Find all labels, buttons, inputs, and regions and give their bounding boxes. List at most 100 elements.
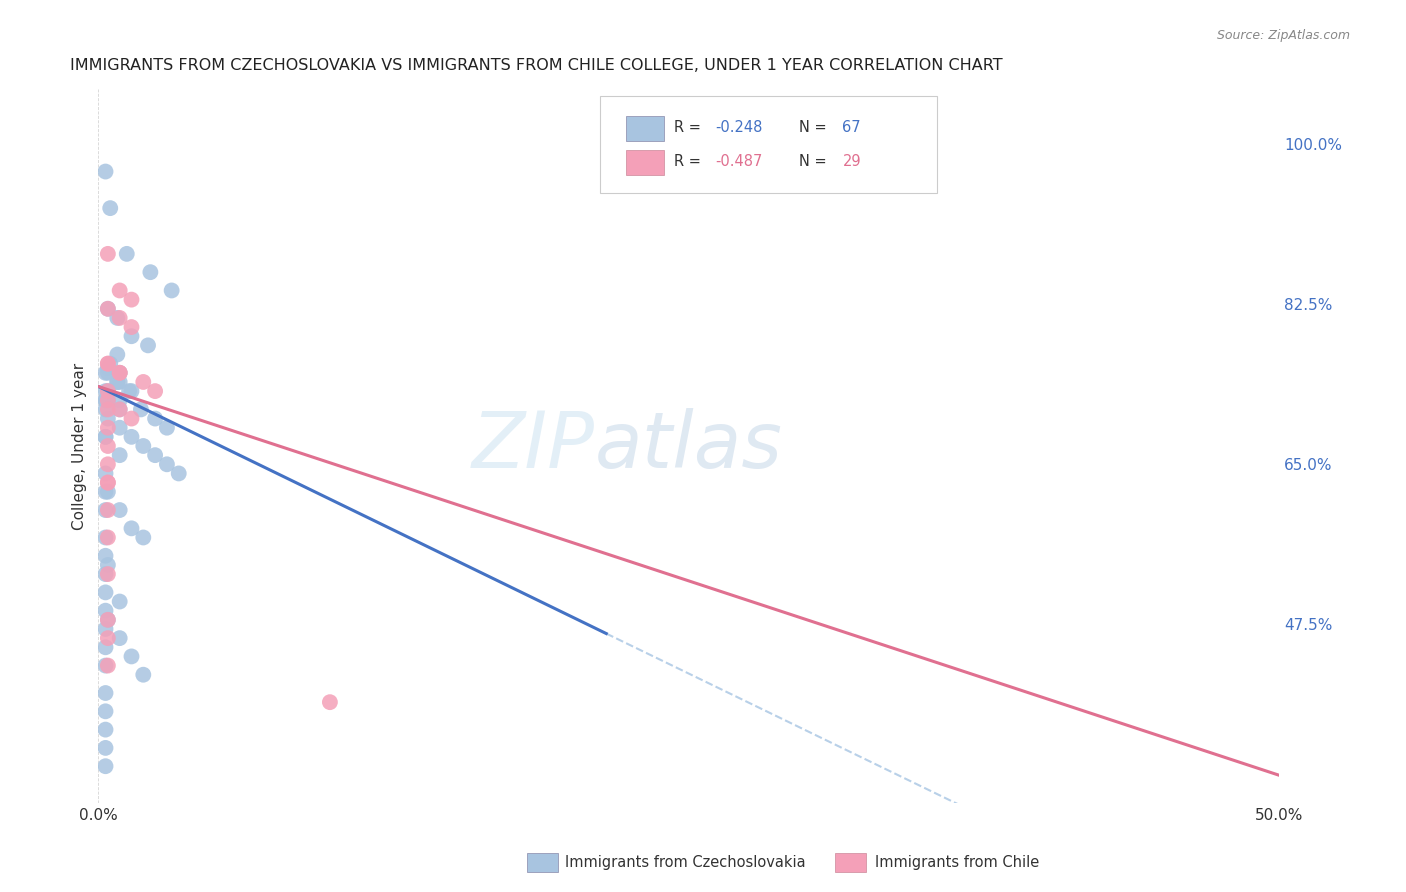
Point — [108, 366, 131, 380]
Point — [97, 402, 120, 417]
Point — [143, 411, 166, 425]
Point — [143, 384, 166, 398]
Point — [108, 631, 131, 645]
Point — [121, 411, 143, 425]
Point — [105, 310, 128, 325]
Point — [97, 411, 120, 425]
Text: -0.487: -0.487 — [714, 154, 762, 169]
Point — [97, 613, 120, 627]
Point — [94, 430, 117, 444]
Point — [108, 594, 131, 608]
Point — [121, 320, 143, 334]
Point — [105, 347, 128, 361]
Point — [108, 503, 131, 517]
Point — [97, 393, 120, 408]
Point — [97, 475, 120, 490]
Point — [108, 393, 131, 408]
Point — [97, 301, 120, 316]
Point — [94, 640, 117, 655]
Point — [132, 375, 155, 389]
Point — [94, 604, 117, 618]
Text: N =: N = — [799, 154, 831, 169]
FancyBboxPatch shape — [600, 96, 936, 193]
Point — [97, 613, 120, 627]
Point — [97, 439, 120, 453]
Point — [136, 338, 159, 352]
Text: R =: R = — [673, 154, 704, 169]
Point — [97, 458, 120, 472]
Point — [94, 704, 117, 718]
Point — [97, 361, 120, 376]
Point — [94, 384, 117, 398]
Point — [94, 686, 117, 700]
Text: IMMIGRANTS FROM CZECHOSLOVAKIA VS IMMIGRANTS FROM CHILE COLLEGE, UNDER 1 YEAR CO: IMMIGRANTS FROM CZECHOSLOVAKIA VS IMMIGR… — [70, 58, 1002, 73]
Point — [156, 458, 179, 472]
Point — [94, 366, 117, 380]
Point — [98, 357, 121, 371]
Point — [97, 357, 120, 371]
Text: Immigrants from Chile: Immigrants from Chile — [875, 855, 1039, 870]
Point — [97, 384, 120, 398]
Point — [108, 420, 131, 434]
Point — [94, 658, 117, 673]
Point — [94, 503, 117, 517]
Point — [132, 667, 155, 681]
Point — [121, 384, 143, 398]
Point — [108, 284, 131, 298]
Point — [132, 439, 155, 453]
Point — [94, 622, 117, 636]
Point — [97, 366, 120, 380]
Point — [143, 448, 166, 462]
Point — [105, 375, 128, 389]
Point — [94, 484, 117, 499]
Point — [108, 310, 131, 325]
Text: atlas: atlas — [595, 408, 782, 484]
Point — [94, 402, 117, 417]
Point — [108, 448, 131, 462]
Point — [97, 393, 120, 408]
Point — [160, 284, 183, 298]
Point — [94, 393, 117, 408]
Point — [115, 247, 138, 261]
Point — [108, 366, 131, 380]
Point — [108, 375, 131, 389]
Point — [108, 402, 131, 417]
Point — [132, 531, 155, 545]
Point — [167, 467, 190, 481]
Point — [121, 329, 143, 343]
Point — [97, 503, 120, 517]
Point — [97, 484, 120, 499]
Text: Immigrants from Czechoslovakia: Immigrants from Czechoslovakia — [565, 855, 806, 870]
Point — [139, 265, 162, 279]
Text: -0.248: -0.248 — [714, 120, 762, 136]
Point — [94, 740, 117, 755]
Point — [94, 531, 117, 545]
Text: R =: R = — [673, 120, 704, 136]
Point — [129, 402, 152, 417]
Point — [121, 649, 143, 664]
Point — [98, 201, 121, 215]
Point — [121, 521, 143, 535]
Point — [97, 558, 120, 572]
Point — [97, 658, 120, 673]
Text: N =: N = — [799, 120, 831, 136]
Point — [108, 402, 131, 417]
Y-axis label: College, Under 1 year: College, Under 1 year — [72, 362, 87, 530]
Point — [105, 375, 128, 389]
Point — [94, 430, 117, 444]
Point — [319, 695, 342, 709]
Point — [94, 567, 117, 582]
Point — [94, 723, 117, 737]
Text: ZIP: ZIP — [471, 408, 595, 484]
Point — [97, 384, 120, 398]
Bar — [626, 116, 664, 141]
Bar — [626, 150, 664, 175]
Point — [97, 357, 120, 371]
Point — [97, 475, 120, 490]
Point — [97, 631, 120, 645]
Point — [121, 430, 143, 444]
Text: 67: 67 — [842, 120, 860, 136]
Point — [121, 293, 143, 307]
Point — [97, 531, 120, 545]
Point — [97, 567, 120, 582]
